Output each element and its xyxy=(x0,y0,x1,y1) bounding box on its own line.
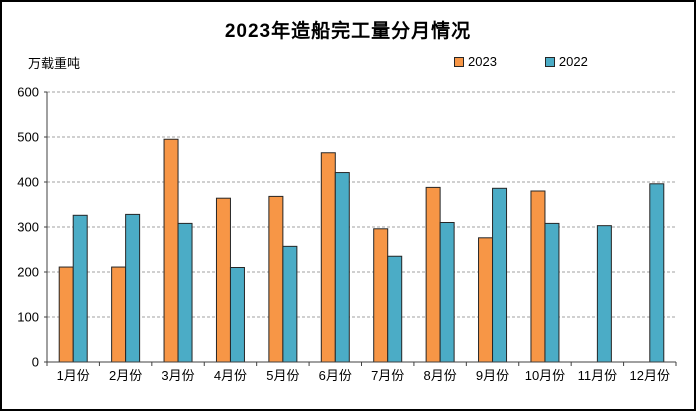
y-tick-label-200: 200 xyxy=(17,265,39,280)
bar-2023-8月份 xyxy=(425,186,441,363)
chart-title: 2023年造船完工量分月情况 xyxy=(224,21,472,42)
x-label-3月份: 3月份 xyxy=(161,368,194,383)
y-axis-labels: 0 100 200 300 400 500 600 xyxy=(17,85,39,370)
x-label-5月份: 5月份 xyxy=(266,368,299,383)
y-tick-label-100: 100 xyxy=(17,310,39,325)
x-axis-labels: 1月份 2月份 3月份 4月份 5月份 6月份 7月份 8月份 9月份 10月份 11月份 12月份 xyxy=(57,368,670,383)
y-tick-label-300: 300 xyxy=(17,220,39,235)
x-label-12月份: 12月份 xyxy=(630,368,670,383)
legend-swatch-2022 xyxy=(544,56,555,67)
legend-item-2022: 2022 xyxy=(544,54,588,69)
bar-2023-5月份 xyxy=(268,195,284,363)
x-label-2月份: 2月份 xyxy=(109,368,142,383)
bar-2022-6月份 xyxy=(334,172,350,363)
bar-2023-7月份 xyxy=(373,228,389,363)
legend-label-2022: 2022 xyxy=(558,54,588,69)
bar-2023-2月份 xyxy=(111,266,127,363)
bars-2022 xyxy=(72,172,665,363)
bar-2022-7月份 xyxy=(387,255,403,363)
x-label-8月份: 8月份 xyxy=(424,368,457,383)
legend-label-2023: 2023 xyxy=(468,54,497,69)
x-label-9月份: 9月份 xyxy=(476,368,509,383)
x-label-1月份: 1月份 xyxy=(57,368,90,383)
bar-2022-1月份 xyxy=(72,214,88,363)
x-label-4月份: 4月份 xyxy=(214,368,247,383)
y-axis-unit-label: 万载重吨 xyxy=(28,56,81,71)
y-tick-label-400: 400 xyxy=(17,175,39,190)
axes xyxy=(46,92,677,366)
bar-2022-9月份 xyxy=(492,187,508,363)
bar-2022-8月份 xyxy=(439,222,455,363)
bar-2023-10月份 xyxy=(530,190,546,363)
x-label-10月份: 10月份 xyxy=(525,368,565,383)
x-label-6月份: 6月份 xyxy=(319,368,352,383)
legend-swatch-2023 xyxy=(454,56,464,67)
legend-item-2023: 2023 xyxy=(454,54,497,69)
bar-2023-3月份 xyxy=(163,138,179,363)
bar-2022-4月份 xyxy=(229,267,245,363)
bar-2022-2月份 xyxy=(125,213,141,363)
bar-2022-10月份 xyxy=(544,222,560,363)
y-tick-label-600: 600 xyxy=(17,85,39,100)
bar-2022-11月份 xyxy=(596,225,612,363)
x-label-7月份: 7月份 xyxy=(371,368,404,383)
bar-2022-5月份 xyxy=(282,245,298,363)
bar-2023-6月份 xyxy=(320,152,336,363)
bar-2023-1月份 xyxy=(58,266,74,363)
bar-2022-12月份 xyxy=(649,183,665,363)
bar-2022-3月份 xyxy=(177,222,193,363)
y-tick-label-0: 0 xyxy=(32,355,39,370)
y-tick-label-500: 500 xyxy=(17,130,39,145)
bar-2023-9月份 xyxy=(478,237,494,363)
legend: 2023 2022 xyxy=(454,54,588,69)
x-label-11月份: 11月份 xyxy=(578,368,618,383)
bar-2023-4月份 xyxy=(215,197,231,363)
